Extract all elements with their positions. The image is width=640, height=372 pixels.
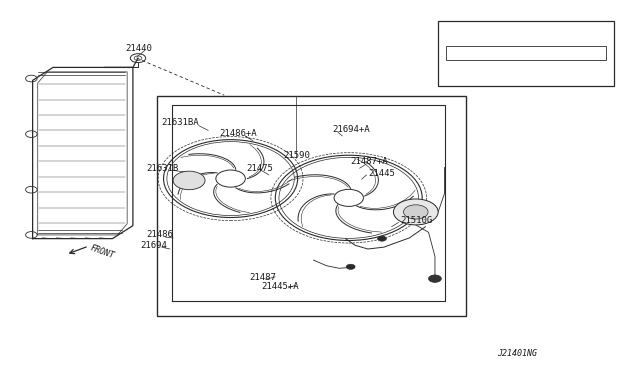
Text: 21631BA: 21631BA — [162, 119, 199, 128]
Text: 21599N: 21599N — [476, 28, 509, 37]
Bar — [446, 45, 606, 60]
Text: 21486: 21486 — [147, 230, 173, 240]
Circle shape — [346, 264, 355, 269]
Text: 21694+A: 21694+A — [333, 125, 371, 134]
Text: J21401NG: J21401NG — [497, 349, 538, 358]
Bar — [157, 96, 466, 317]
Circle shape — [394, 199, 438, 225]
Text: 21445: 21445 — [368, 169, 395, 177]
Text: 21475: 21475 — [246, 164, 273, 173]
Text: 21486+A: 21486+A — [219, 129, 257, 138]
Text: 21440: 21440 — [125, 44, 152, 52]
Circle shape — [173, 171, 205, 190]
Text: 21445+A: 21445+A — [261, 282, 299, 291]
Text: CAUTION: CAUTION — [484, 50, 515, 56]
Text: 21590: 21590 — [284, 151, 310, 160]
Text: 21510G: 21510G — [400, 216, 432, 225]
Circle shape — [429, 275, 442, 282]
Text: 21631B: 21631B — [147, 164, 179, 173]
Text: 21487+A: 21487+A — [351, 157, 388, 166]
Circle shape — [378, 236, 387, 241]
Bar — [438, 21, 614, 86]
Circle shape — [403, 205, 428, 219]
Text: 21487: 21487 — [250, 273, 276, 282]
Text: FRONT: FRONT — [89, 243, 115, 260]
Text: 21694: 21694 — [140, 241, 167, 250]
